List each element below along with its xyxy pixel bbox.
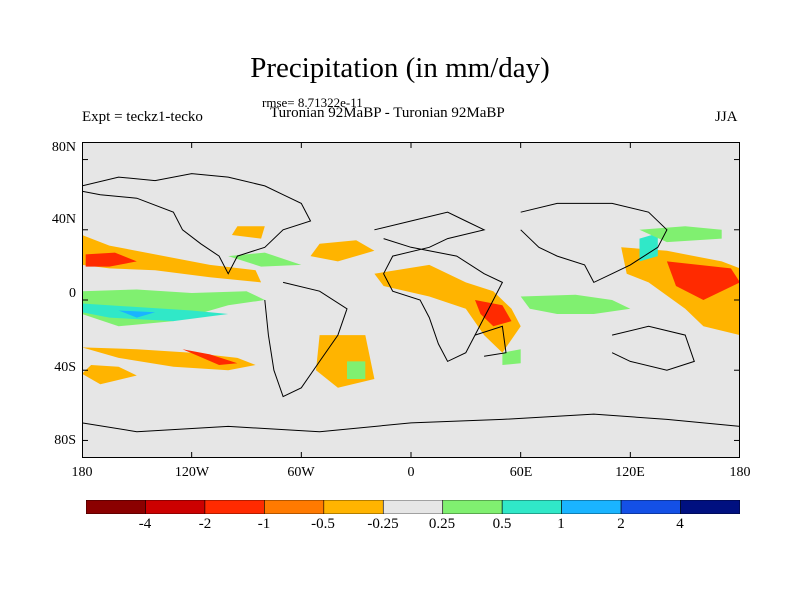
colorbar-swatch <box>620 500 681 514</box>
rmse-label: rmse= 8.71322e-11 <box>262 95 363 110</box>
colorbar <box>86 500 740 514</box>
colorbar-label: -2 <box>198 516 212 532</box>
anomaly-region <box>502 349 521 365</box>
anomaly-region <box>82 303 229 322</box>
lon-label-120e: 120E <box>615 465 645 480</box>
anomaly-region <box>639 233 658 262</box>
lon-label-60e: 60E <box>509 465 533 480</box>
colorbar-label: 2 <box>617 516 625 532</box>
subtitle-label: Turonian 92MaBP - Turonian 92MaBP <box>270 105 505 121</box>
precipitation-map <box>82 142 740 458</box>
colorbar-swatch <box>86 500 146 514</box>
anomaly-region <box>82 235 262 283</box>
season-label: JJA <box>715 109 738 125</box>
anomaly-region <box>310 240 375 262</box>
coastline <box>520 202 668 284</box>
lon-label-120w: 120W <box>174 465 210 480</box>
anomaly-region <box>82 347 256 371</box>
colorbar-swatch <box>561 500 622 514</box>
colorbar-label: 0.25 <box>428 516 456 532</box>
coastline <box>82 173 312 275</box>
axis-ticks <box>82 142 740 458</box>
anomaly-region <box>347 361 366 379</box>
colorbar-swatch <box>264 500 325 514</box>
colorbar-label: -0.25 <box>367 516 399 532</box>
coastlines <box>82 173 740 433</box>
lon-label-180e: 180 <box>729 465 751 480</box>
colorbar-label: -4 <box>138 516 152 532</box>
anomaly-region <box>228 252 302 267</box>
lat-label-80s: 80S <box>54 433 76 448</box>
coastline <box>374 211 504 363</box>
coastline <box>82 413 740 433</box>
colorbar-swatch <box>680 500 740 514</box>
lat-label-0: 0 <box>69 286 76 301</box>
colorbar-swatch <box>204 500 265 514</box>
colorbar-label: -1 <box>257 516 271 532</box>
anomaly-region <box>82 365 137 385</box>
lon-label-60w: 60W <box>287 465 315 480</box>
lat-label-40s: 40S <box>54 360 76 375</box>
map-title: Precipitation (in mm/day) <box>250 52 550 84</box>
anomaly-region <box>182 349 238 365</box>
lon-label-180w: 180 <box>71 465 93 480</box>
colorbar-swatch <box>501 500 562 514</box>
coastline <box>611 325 695 371</box>
lat-label-40n: 40N <box>51 212 76 227</box>
colorbar-swatch <box>323 500 384 514</box>
colorbar-label: -0.5 <box>311 516 335 532</box>
anomaly-region <box>231 226 265 239</box>
coastline <box>474 325 507 357</box>
anomaly-region <box>666 261 740 300</box>
colorbar-swatch <box>442 500 503 514</box>
coastline <box>264 281 348 398</box>
colorbar-label: 1 <box>557 516 565 532</box>
experiment-label: Expt = teckz1-tecko <box>82 109 203 125</box>
lat-label-80n: 80N <box>51 140 76 155</box>
lon-label-0: 0 <box>407 465 415 480</box>
colorbar-swatch <box>382 500 444 514</box>
anomaly-region <box>118 310 156 318</box>
anomaly-region <box>639 226 722 243</box>
anomaly-regions <box>82 226 740 388</box>
anomaly-region <box>85 252 137 267</box>
anomaly-region <box>374 264 521 353</box>
colorbar-swatch <box>145 500 206 514</box>
anomaly-region <box>520 294 631 314</box>
anomaly-region <box>475 300 512 327</box>
colorbar-label: 4 <box>676 516 684 532</box>
colorbar-label: 0.5 <box>492 516 512 532</box>
